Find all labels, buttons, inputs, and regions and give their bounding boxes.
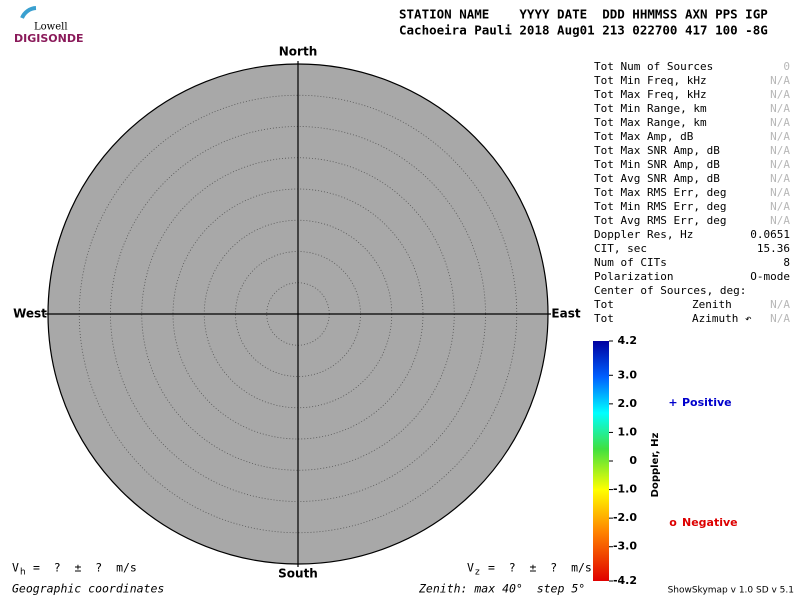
logo-arc (20, 6, 37, 19)
stat-label: Polarization (594, 270, 673, 283)
stat-label: Tot Min Range, km (594, 102, 707, 115)
stat-value: N/A (770, 102, 790, 115)
stat-label: Tot Max SNR Amp, dB (594, 144, 720, 157)
colorbar (593, 341, 609, 581)
stat-value: N/A (770, 172, 790, 185)
vz-symbol: V (467, 561, 474, 575)
stat-label: Tot Max RMS Err, deg (594, 186, 726, 199)
stat-value: N/A (770, 200, 790, 213)
legend-name: Positive (682, 396, 732, 409)
colorbar-tick-label: -4.2 (613, 574, 637, 587)
stat-sublabel: Azimuth ↶ (692, 312, 752, 325)
stat-label: Tot Max Range, km (594, 116, 707, 129)
stat-label: Tot Max Freq, kHz (594, 88, 707, 101)
stat-value: N/A (770, 88, 790, 101)
zenith-note: Zenith: max 40° step 5° (418, 582, 585, 596)
colorbar-tick-label: 4.2 (618, 334, 638, 347)
colorbar-tick-label: 3.0 (618, 368, 638, 381)
stat-value: N/A (770, 116, 790, 129)
legend-symbol: o (669, 516, 677, 529)
west-label: West (13, 307, 47, 321)
stat-label: Tot (594, 298, 614, 311)
logo-bottom: DIGISONDE (14, 32, 83, 45)
vh-text: = ? ± ? m/s (33, 561, 137, 575)
east-label: East (551, 307, 580, 321)
vz-sub: z (475, 568, 480, 578)
stat-value: N/A (770, 186, 790, 199)
stat-label: Tot Avg SNR Amp, dB (594, 172, 720, 185)
logo-top: Lowell (34, 22, 68, 33)
stat-value: N/A (770, 144, 790, 157)
stat-value: 15.36 (757, 242, 790, 255)
stat-value: N/A (770, 158, 790, 171)
colorbar-tick-label: 2.0 (618, 397, 638, 410)
stat-value: 0.0651 (750, 228, 790, 241)
vh-symbol: V (12, 561, 19, 575)
stat-label: Doppler Res, Hz (594, 228, 693, 241)
stat-value: 0 (783, 60, 790, 73)
vz-text: = ? ± ? m/s (488, 561, 592, 575)
stat-label: Tot (594, 312, 614, 325)
stat-label: Tot Min Freq, kHz (594, 74, 707, 87)
version-note: ShowSkymap v 1.0 SD v 5.1 (668, 586, 794, 596)
colorbar-tick-label: -1.0 (613, 483, 637, 496)
colorbar-tick-label: 0 (629, 454, 637, 467)
stat-label: CIT, sec (594, 242, 647, 255)
vh-sub: h (20, 568, 26, 578)
stat-value: O-mode (750, 270, 790, 283)
stat-value: N/A (770, 74, 790, 87)
stat-value: N/A (770, 298, 790, 311)
header-labels: STATION NAME YYYY DATE DDD HHMMSS AXN PP… (399, 7, 768, 22)
stat-sublabel: Zenith (692, 298, 732, 311)
north-label: North (279, 45, 317, 59)
stat-label: Tot Min RMS Err, deg (594, 200, 726, 213)
colorbar-tick-label: -3.0 (613, 540, 637, 553)
stat-label: Tot Max Amp, dB (594, 130, 694, 143)
stat-value: N/A (770, 130, 790, 143)
legend-name: Negative (682, 516, 738, 529)
stat-label: Tot Avg RMS Err, deg (594, 214, 726, 227)
colorbar-tick-label: -2.0 (613, 511, 637, 524)
stat-label: Num of CITs (594, 256, 667, 269)
stat-label: Center of Sources, deg: (594, 284, 746, 297)
legend-symbol: + (668, 396, 677, 409)
coordinates-note: Geographic coordinates (12, 582, 164, 596)
stat-value: N/A (770, 312, 790, 325)
colorbar-tick-label: 1.0 (618, 425, 638, 438)
stat-label: Tot Min SNR Amp, dB (594, 158, 720, 171)
stat-label: Tot Num of Sources (594, 60, 713, 73)
colorbar-title: Doppler, Hz (650, 433, 661, 498)
south-label: South (278, 567, 318, 581)
header-values: Cachoeira Pauli 2018 Aug01 213 022700 41… (399, 23, 768, 38)
stat-value: 8 (783, 256, 790, 269)
stat-value: N/A (770, 214, 790, 227)
